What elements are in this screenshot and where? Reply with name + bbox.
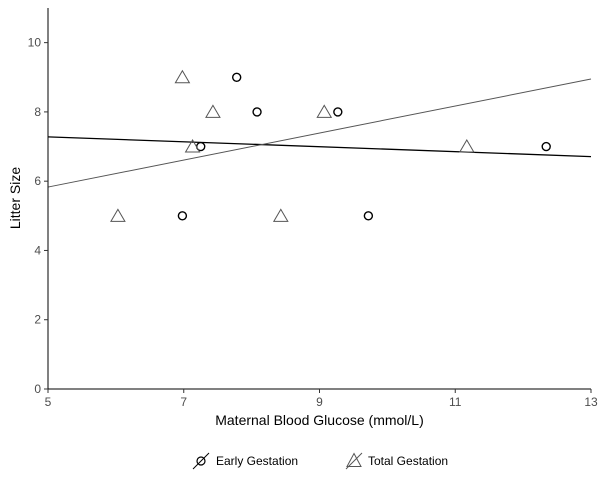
point-early-gestation bbox=[333, 107, 343, 117]
legend-line-early-gestation-icon bbox=[192, 452, 210, 470]
point-early-gestation bbox=[231, 72, 242, 82]
legend: Early Gestation Total Gestation bbox=[192, 452, 448, 470]
point-total-gestation bbox=[184, 139, 201, 153]
fit-line-early-gestation bbox=[47, 136, 592, 158]
x-axis-title: Maternal Blood Glucose (mmol/L) bbox=[215, 412, 424, 428]
y-tick-label: 10 bbox=[28, 36, 42, 50]
point-early-gestation bbox=[252, 107, 262, 117]
axes bbox=[47, 8, 591, 390]
legend-label-early-gestation: Early Gestation bbox=[216, 454, 298, 468]
legend-triangle-marker-icon bbox=[346, 452, 362, 467]
x-tick-label: 9 bbox=[316, 395, 323, 409]
y-ticks: 0 2 4 6 8 10 bbox=[28, 36, 48, 396]
y-tick-label: 2 bbox=[34, 313, 41, 327]
data-points bbox=[110, 69, 551, 222]
x-tick-label: 11 bbox=[449, 395, 462, 409]
point-early-gestation bbox=[177, 211, 188, 221]
point-early-gestation bbox=[363, 211, 374, 221]
y-axis-title: Litter Size bbox=[7, 167, 23, 229]
y-tick-label: 0 bbox=[34, 382, 41, 396]
y-tick-label: 8 bbox=[34, 105, 41, 119]
legend-item-early-gestation: Early Gestation bbox=[192, 452, 298, 470]
legend-item-total-gestation: Total Gestation bbox=[345, 452, 448, 470]
point-total-gestation bbox=[205, 104, 221, 118]
point-total-gestation bbox=[316, 104, 333, 118]
x-tick-label: 7 bbox=[180, 395, 187, 409]
fit-lines bbox=[47, 78, 592, 188]
y-tick-label: 4 bbox=[34, 243, 41, 257]
x-ticks: 5 7 9 11 13 bbox=[45, 389, 598, 409]
point-total-gestation bbox=[272, 208, 289, 222]
legend-circle-marker-icon bbox=[196, 456, 206, 466]
x-tick-label: 5 bbox=[45, 395, 52, 409]
x-tick-label: 13 bbox=[584, 395, 598, 409]
point-total-gestation bbox=[174, 69, 191, 84]
point-total-gestation bbox=[458, 139, 475, 153]
y-tick-label: 6 bbox=[34, 174, 41, 188]
legend-label-total-gestation: Total Gestation bbox=[368, 454, 448, 468]
point-total-gestation bbox=[110, 208, 126, 222]
point-early-gestation bbox=[541, 141, 551, 152]
fit-line-total-gestation bbox=[47, 78, 592, 188]
